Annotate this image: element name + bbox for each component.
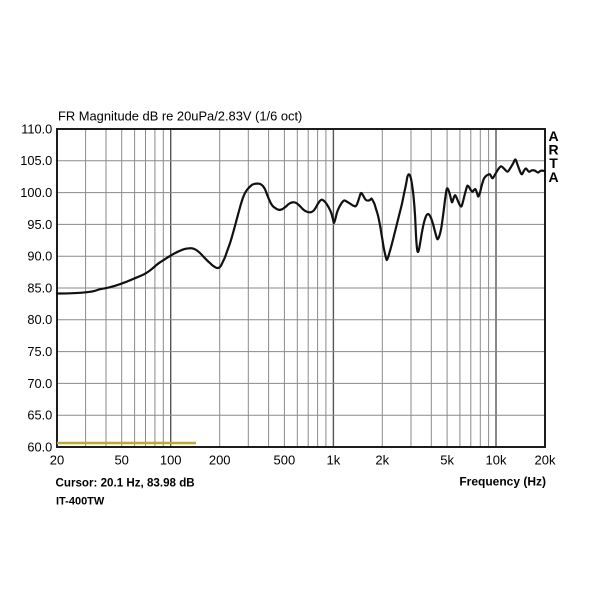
svg-text:90.0: 90.0 [27,249,52,264]
svg-text:70.0: 70.0 [27,376,52,391]
svg-text:105.0: 105.0 [20,153,52,168]
svg-text:100.0: 100.0 [20,185,52,200]
svg-text:A: A [548,128,558,144]
svg-text:FR Magnitude dB re 20uPa/2.83V: FR Magnitude dB re 20uPa/2.83V (1/6 oct) [58,109,302,124]
svg-text:100: 100 [160,453,182,468]
svg-text:R: R [548,141,558,157]
svg-text:T: T [549,155,558,171]
svg-text:5k: 5k [440,453,454,468]
svg-text:200: 200 [209,453,231,468]
svg-text:IT-400TW: IT-400TW [56,496,105,508]
svg-text:80.0: 80.0 [27,312,52,327]
svg-text:10k: 10k [486,453,507,468]
svg-text:Cursor: 20.1 Hz, 83.98 dB: Cursor: 20.1 Hz, 83.98 dB [56,477,195,490]
svg-text:65.0: 65.0 [27,408,52,423]
svg-text:2k: 2k [375,453,389,468]
svg-text:60.0: 60.0 [27,439,52,454]
svg-text:500: 500 [274,453,296,468]
svg-text:20k: 20k [535,453,556,468]
svg-text:Frequency (Hz): Frequency (Hz) [459,475,546,489]
svg-text:95.0: 95.0 [27,217,52,232]
svg-text:110.0: 110.0 [21,121,52,136]
svg-text:50: 50 [114,453,128,468]
svg-text:20: 20 [50,453,64,468]
svg-text:85.0: 85.0 [27,280,52,295]
svg-text:A: A [548,169,558,185]
svg-text:75.0: 75.0 [27,344,52,359]
svg-text:1k: 1k [327,453,341,468]
